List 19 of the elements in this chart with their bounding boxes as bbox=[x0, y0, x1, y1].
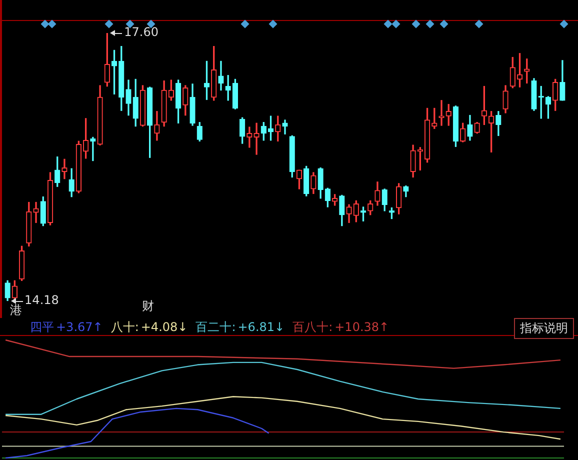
candlestick bbox=[282, 120, 288, 134]
text: +6.81↓ bbox=[238, 320, 285, 334]
text: +3.67↑ bbox=[56, 320, 103, 334]
annotation: 财 bbox=[142, 298, 154, 315]
text: 百二十: bbox=[196, 320, 236, 334]
text: +10.38↑ bbox=[334, 320, 390, 334]
text: +4.08↓ bbox=[140, 320, 188, 334]
annotation: 17.60 bbox=[124, 25, 158, 39]
candlestick bbox=[254, 122, 260, 155]
text: 四平 bbox=[30, 320, 54, 334]
text: 指标说明 bbox=[514, 318, 574, 339]
text: 港 bbox=[10, 302, 22, 319]
annotation: 14.18 bbox=[24, 293, 59, 307]
candlestick bbox=[90, 136, 96, 162]
candlestick bbox=[62, 158, 68, 180]
text: 八十: bbox=[110, 320, 139, 334]
candlestick bbox=[33, 202, 39, 223]
candlestick bbox=[246, 126, 252, 148]
text: 百八十: bbox=[292, 320, 333, 334]
